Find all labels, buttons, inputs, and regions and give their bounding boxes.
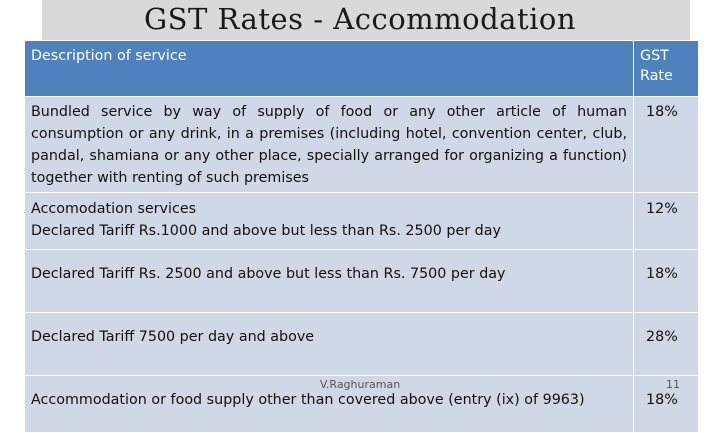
title-bar bbox=[42, 0, 690, 40]
row-description: Accomodation services Declared Tariff Rs… bbox=[24, 192, 634, 250]
row-rate: 12% bbox=[633, 192, 699, 250]
table-header-row: Description of service GST Rate bbox=[24, 40, 699, 97]
slide-title: GST Rates - Accommodation bbox=[143, 2, 577, 36]
gst-rates-table: Description of service GST Rate Bundled … bbox=[24, 40, 699, 433]
row-rate: 28% bbox=[633, 312, 699, 376]
table-row: Accomodation services Declared Tariff Rs… bbox=[24, 192, 699, 250]
header-gst-rate: GST Rate bbox=[633, 40, 699, 97]
table-row: Bundled service by way of supply of food… bbox=[24, 96, 699, 193]
row-description: Declared Tariff 7500 per day and above bbox=[24, 312, 634, 376]
row-rate: 18% bbox=[633, 96, 699, 193]
footer-author: V.Raghuraman bbox=[319, 378, 401, 391]
row-description: Declared Tariff Rs. 2500 and above but l… bbox=[24, 249, 634, 313]
table-row: Declared Tariff Rs. 2500 and above but l… bbox=[24, 249, 699, 313]
page-number: 11 bbox=[666, 378, 680, 391]
row-rate: 18% bbox=[633, 249, 699, 313]
header-description: Description of service bbox=[24, 40, 634, 97]
row-description-line: Accomodation services bbox=[31, 201, 197, 217]
row-description: Bundled service by way of supply of food… bbox=[24, 96, 634, 193]
table-row: Declared Tariff 7500 per day and above 2… bbox=[24, 312, 699, 376]
row-description-line: Declared Tariff Rs.1000 and above but le… bbox=[31, 223, 501, 239]
